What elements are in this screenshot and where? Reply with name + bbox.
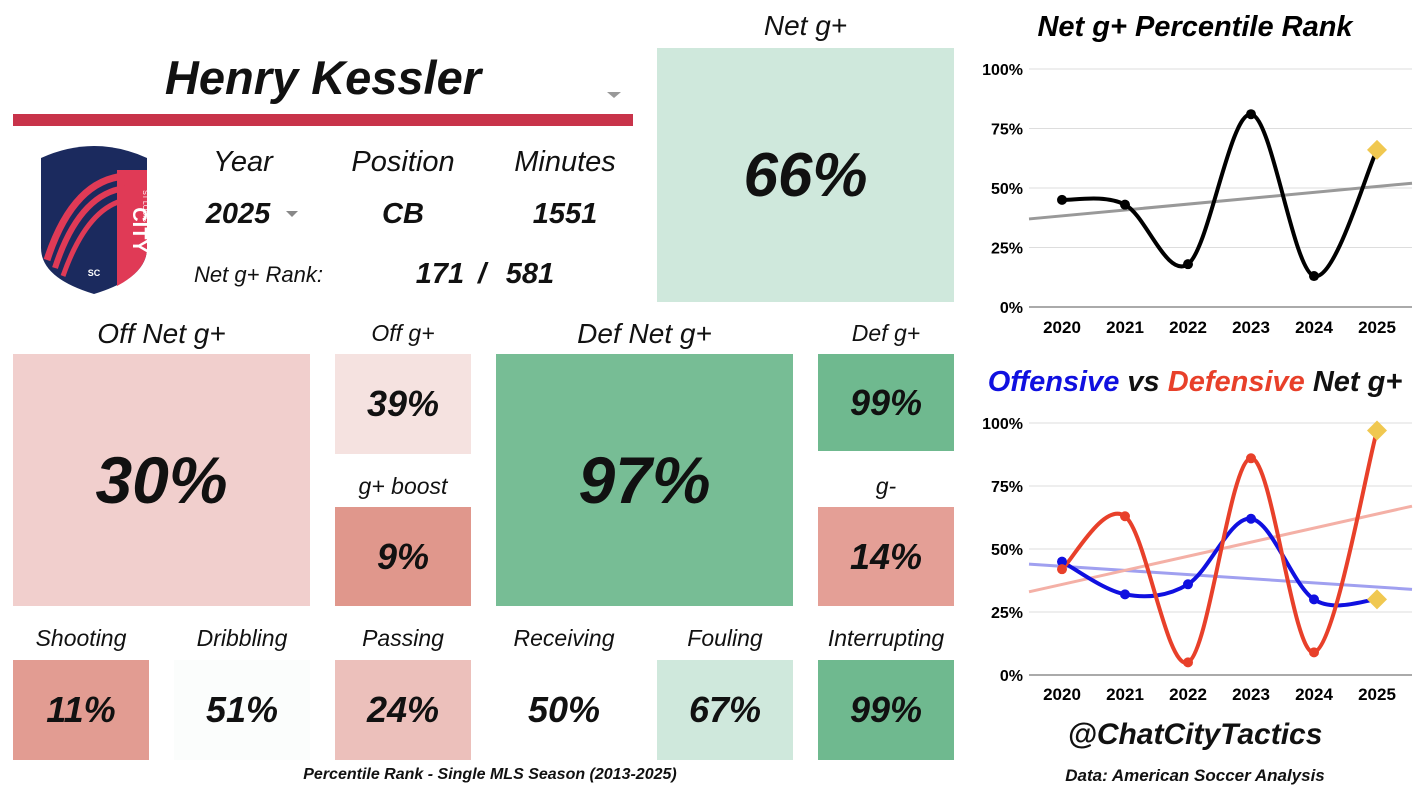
off-vs-def-chart: Offensive vs Defensive Net g+ 0% 25% 50% 75…	[982, 366, 1413, 704]
off-net-label: Off Net g+	[97, 318, 226, 349]
y-tick-label: 100%	[982, 416, 1023, 433]
chart-title: Offensive vs Defensive Net g+	[988, 366, 1403, 398]
def-net-label: Def Net g+	[577, 318, 712, 349]
interrupting-label: Interrupting	[827, 625, 945, 651]
x-tick-label: 2025	[1358, 685, 1396, 704]
net-g-label: Net g+	[763, 10, 848, 41]
off-g-label: Off g+	[371, 320, 435, 346]
data-source: Data: American Soccer Analysis	[1065, 766, 1325, 785]
trendline	[1028, 562, 1413, 591]
dribbling-label: Dribbling	[196, 625, 288, 651]
x-tick-label: 2020	[1043, 685, 1081, 704]
data-point	[1246, 513, 1256, 524]
highlight-point	[1367, 589, 1387, 610]
year-label: Year	[213, 146, 273, 178]
def-net-box: 97%	[496, 354, 793, 606]
logo-bottom-text: SC	[88, 268, 101, 278]
x-tick-label: 2022	[1169, 685, 1207, 704]
x-tick-label: 2024	[1295, 685, 1333, 704]
g-minus-label: g-	[875, 473, 897, 499]
y-tick-label: 0%	[1000, 668, 1023, 685]
y-tick-label: 0%	[1000, 300, 1023, 317]
data-point	[1120, 199, 1130, 210]
y-tick-label: 50%	[991, 542, 1023, 559]
g-minus-box: 14%	[818, 507, 954, 606]
data-point	[1120, 589, 1130, 600]
x-tick-label: 2024	[1295, 318, 1333, 337]
twitter-handle: @ChatCityTactics	[1067, 718, 1323, 751]
position-label: Position	[351, 146, 455, 178]
data-point	[1246, 109, 1256, 120]
y-tick-label: 75%	[991, 122, 1023, 139]
off-g-box: 39%	[335, 354, 471, 454]
shooting-box: 11%	[13, 660, 149, 760]
y-tick-label: 25%	[991, 241, 1023, 258]
data-point	[1183, 657, 1193, 668]
passing-box: 24%	[335, 660, 471, 760]
g-boost-label: g+ boost	[358, 473, 448, 499]
y-tick-label: 50%	[991, 181, 1023, 198]
logo-top-text: ST LOUIS	[141, 190, 148, 222]
position-value: CB	[382, 198, 424, 230]
off-net-box: 30%	[13, 354, 310, 606]
chart-title-offensive: Offensive	[988, 366, 1120, 398]
highlight-point	[1367, 420, 1387, 441]
rank-total: 581	[505, 258, 555, 290]
data-point	[1246, 453, 1256, 464]
highlight-point	[1367, 139, 1387, 160]
trendline	[1028, 181, 1413, 221]
player-dropdown-arrow-icon[interactable]	[607, 92, 621, 98]
chart-title-net: Net g+	[1305, 366, 1403, 398]
series-line	[1061, 112, 1379, 279]
net-percentile-chart: Net g+ Percentile Rank 0% 25% 50% 75% 100% 20…	[982, 11, 1413, 337]
data-point	[1120, 511, 1130, 522]
x-tick-label: 2025	[1358, 318, 1396, 337]
data-point	[1057, 564, 1067, 575]
shooting-label: Shooting	[35, 625, 127, 651]
team-logo: CITY ST LOUIS SC	[41, 146, 150, 294]
year-value[interactable]: 2025	[205, 198, 271, 230]
receiving-box: 50%	[496, 660, 632, 760]
player-name: Henry Kessler	[164, 51, 482, 104]
rank-value: 171	[415, 258, 465, 290]
x-tick-label: 2020	[1043, 318, 1081, 337]
def-g-box: 99%	[818, 354, 954, 451]
logo-main-text: CITY	[128, 207, 150, 253]
data-point	[1057, 194, 1067, 205]
data-point	[1183, 579, 1193, 590]
interrupting-box: 99%	[818, 660, 954, 760]
def-g-label: Def g+	[851, 320, 921, 346]
data-point	[1309, 271, 1319, 282]
receiving-label: Receiving	[513, 625, 615, 651]
x-tick-label: 2021	[1106, 318, 1144, 337]
chart-title: Net g+ Percentile Rank	[1037, 11, 1354, 43]
fouling-box: 67%	[657, 660, 793, 760]
rank-separator: /	[477, 258, 487, 290]
minutes-value: 1551	[532, 198, 598, 230]
x-tick-label: 2023	[1232, 318, 1270, 337]
y-tick-label: 75%	[991, 479, 1023, 496]
rank-label: Net g+ Rank:	[194, 262, 324, 287]
y-tick-label: 100%	[982, 62, 1023, 79]
x-tick-label: 2023	[1232, 685, 1270, 704]
passing-label: Passing	[362, 625, 444, 651]
year-dropdown-arrow-icon[interactable]	[286, 211, 298, 217]
minutes-label: Minutes	[514, 146, 616, 178]
dribbling-box: 51%	[174, 660, 310, 760]
chart-title-vs: vs	[1119, 366, 1167, 398]
g-boost-box: 9%	[335, 507, 471, 606]
data-point	[1309, 647, 1319, 658]
data-point	[1057, 556, 1067, 567]
fouling-label: Fouling	[687, 625, 763, 651]
x-tick-label: 2021	[1106, 685, 1144, 704]
data-point	[1309, 594, 1319, 605]
chart-title-defensive: Defensive	[1168, 366, 1305, 398]
name-underline	[13, 114, 633, 126]
x-tick-label: 2022	[1169, 318, 1207, 337]
y-tick-label: 25%	[991, 605, 1023, 622]
data-point	[1183, 259, 1193, 270]
footer-note: Percentile Rank - Single MLS Season (201…	[303, 766, 677, 783]
net-g-box: 66%	[657, 48, 954, 302]
